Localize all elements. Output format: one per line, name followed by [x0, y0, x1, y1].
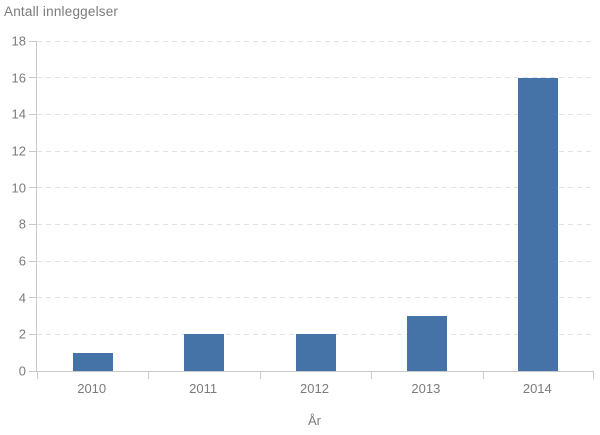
y-tick-label-16: 16 [11, 70, 26, 86]
gridline-y-14 [37, 113, 594, 115]
y-axis-tick [29, 370, 36, 372]
y-axis-tick [29, 150, 36, 152]
bar-2011 [184, 334, 225, 371]
x-tick-label-2010: 2010 [77, 381, 107, 396]
bar-2010 [72, 352, 113, 371]
bar-2012 [295, 334, 336, 371]
bar-2013 [406, 316, 447, 371]
y-axis-tick [29, 40, 36, 42]
y-tick-label-2: 2 [18, 326, 26, 342]
y-tick-label-4: 4 [18, 290, 26, 306]
gridline-y-16 [37, 77, 594, 79]
x-axis-tick [259, 371, 261, 379]
x-axis-tick [148, 371, 150, 379]
gridline-y-10 [37, 187, 594, 189]
x-axis-tick [37, 371, 38, 379]
gridline-y-12 [37, 150, 594, 152]
y-tick-label-18: 18 [11, 33, 26, 49]
y-axis-tick [29, 260, 36, 262]
y-axis-tick [29, 333, 36, 335]
y-axis-tick [29, 297, 36, 299]
y-tick-label-10: 10 [11, 180, 26, 196]
gridline-y-4 [37, 297, 594, 299]
chart-title: Antall innleggelser [4, 4, 119, 19]
y-tick-label-0: 0 [18, 363, 26, 379]
plot-area [29, 40, 594, 379]
x-axis-tick [593, 371, 594, 379]
x-tick-label-2013: 2013 [411, 381, 441, 396]
x-axis-title: År [308, 413, 321, 428]
x-tick-label-2014: 2014 [522, 381, 552, 396]
y-tick-label-14: 14 [11, 106, 26, 122]
y-tick-label-12: 12 [11, 143, 26, 159]
y-axis-tick [29, 113, 36, 115]
x-tick-label-2011: 2011 [189, 381, 218, 396]
gridline-y-18 [37, 40, 594, 42]
x-tick-label-2012: 2012 [300, 381, 329, 396]
y-axis-tick [29, 77, 36, 79]
bar-2014 [518, 77, 559, 371]
y-tick-label-8: 8 [18, 216, 26, 232]
gridline-y-6 [37, 260, 594, 262]
gridline-y-8 [37, 223, 594, 225]
y-tick-label-6: 6 [18, 253, 26, 269]
x-axis-tick [371, 371, 373, 379]
y-axis-tick [29, 223, 36, 225]
gridline-y-2 [37, 333, 594, 335]
x-axis-tick [482, 371, 484, 379]
y-axis-tick [29, 187, 36, 189]
